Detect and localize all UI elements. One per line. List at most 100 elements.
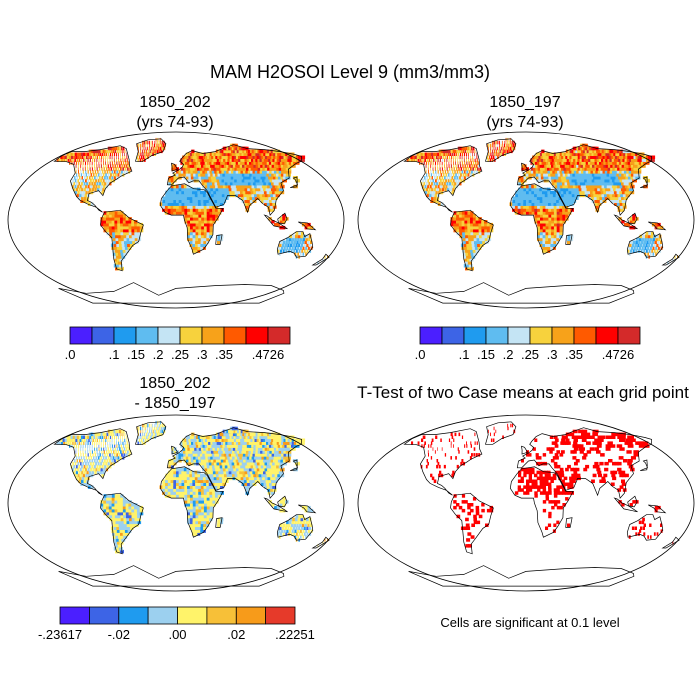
grid-cell [192, 246, 196, 250]
grid-cell [195, 152, 200, 156]
grid-cell [168, 470, 172, 475]
grid-cell [198, 511, 202, 516]
grid-cell [203, 488, 208, 492]
grid-cell [652, 252, 655, 256]
grid-cell [444, 187, 447, 192]
grid-cell [474, 158, 476, 162]
grid-cell [126, 514, 130, 519]
grid-cell [173, 208, 177, 212]
grid-cell [198, 231, 202, 236]
grid-cell [206, 497, 211, 501]
grid-cell [259, 173, 264, 177]
grid-cell [226, 164, 231, 168]
grid-cell [652, 246, 655, 250]
grid-cell [604, 173, 609, 177]
grid-cell [428, 173, 430, 177]
grid-cell [122, 438, 124, 442]
grid-cell [631, 243, 635, 247]
grid-cell [255, 459, 261, 463]
grid-cell [112, 173, 115, 177]
grid-cell [290, 523, 294, 527]
grid-cell [245, 205, 249, 209]
grid-cell [269, 467, 275, 472]
grid-cell [269, 482, 273, 486]
grid-cell [117, 266, 122, 271]
grid-cell [80, 435, 84, 439]
grid-cell [228, 467, 232, 472]
grid-cell [105, 456, 107, 460]
grid-cell [224, 178, 228, 183]
grid-cell [549, 158, 554, 162]
grid-cell [298, 243, 301, 247]
grid-cell [161, 146, 164, 151]
grid-cell [190, 225, 194, 230]
grid-cell [131, 505, 135, 510]
grid-cell [114, 503, 118, 507]
grid-cell [247, 464, 253, 469]
grid-cell [129, 520, 133, 525]
grid-cell [75, 181, 78, 186]
grid-cell [566, 170, 571, 174]
grid-cell [101, 473, 104, 478]
grid-cell [578, 187, 583, 192]
grid-cell [212, 464, 216, 469]
grid-cell [428, 187, 431, 192]
grid-cell [178, 205, 183, 209]
grid-cell [209, 214, 213, 218]
grid-cell [466, 176, 469, 180]
grid-cell [585, 193, 589, 198]
grid-cell [631, 246, 634, 250]
grid-cell [212, 205, 216, 209]
grid-cell [635, 240, 638, 244]
grid-cell [468, 152, 469, 156]
grid-cell [79, 193, 82, 198]
grid-cell [248, 184, 253, 189]
grid-cell [109, 234, 114, 239]
grid-cell [254, 184, 259, 189]
grid-cell [430, 167, 431, 171]
grid-cell [82, 184, 85, 189]
grid-cell [104, 453, 106, 457]
grid-cell [251, 456, 257, 460]
grid-cell [176, 208, 180, 212]
grid-cell [507, 143, 509, 148]
grid-cell [184, 479, 188, 483]
grid-cell [103, 459, 106, 463]
grid-cell [240, 464, 245, 469]
grid-cell [203, 228, 208, 233]
grid-cell [110, 447, 112, 451]
grid-cell [125, 511, 130, 516]
grid-cell [427, 184, 430, 189]
grid-cell [140, 435, 142, 439]
grid-cell [117, 494, 121, 498]
grid-cell [211, 461, 216, 466]
grid-cell [227, 464, 232, 469]
grid-cell [212, 187, 217, 192]
grid-cell [582, 167, 587, 171]
grid-cell [215, 500, 219, 504]
grid-cell [204, 181, 208, 186]
grid-cell [461, 225, 466, 230]
grid-cell [427, 190, 430, 195]
grid-cell [451, 170, 454, 174]
grid-cell [562, 158, 567, 162]
grid-cell [111, 435, 114, 439]
grid-cell [300, 517, 304, 522]
grid-cell [237, 190, 242, 195]
grid-cell [428, 196, 431, 200]
grid-cell [223, 170, 228, 174]
grid-cell [569, 173, 574, 177]
grid-cell [271, 190, 277, 195]
grid-cell [200, 526, 204, 530]
grid-cell [123, 228, 127, 233]
grid-cell [85, 473, 88, 478]
grid-cell [137, 234, 141, 239]
grid-cell [153, 149, 155, 154]
grid-cell [189, 520, 193, 525]
coastline-australia [276, 231, 314, 258]
grid-cell [81, 479, 84, 483]
grid-cell [612, 193, 617, 198]
grid-cell [456, 211, 460, 215]
grid-cell [254, 467, 259, 472]
grid-cell [460, 167, 463, 171]
